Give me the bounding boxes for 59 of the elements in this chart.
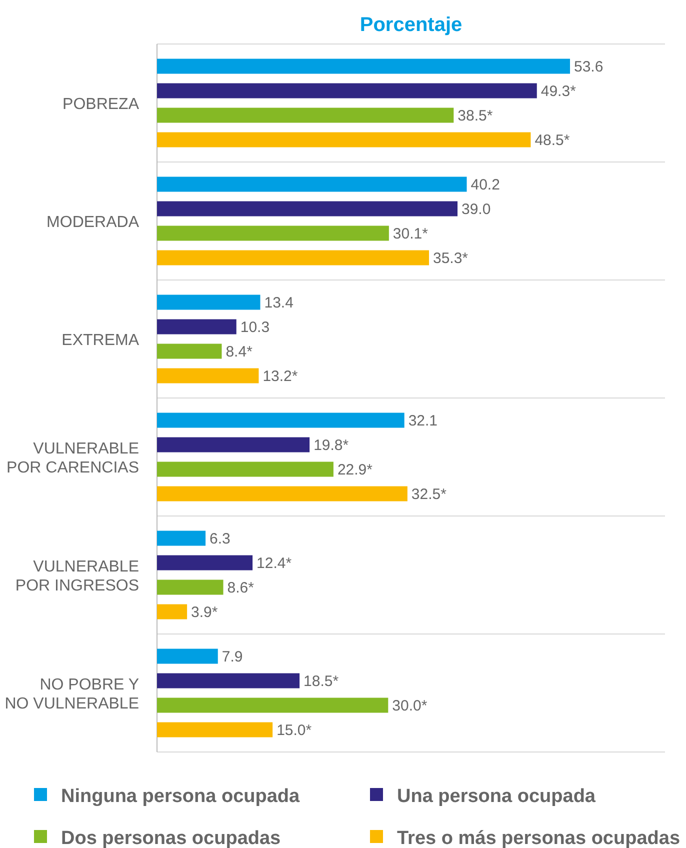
chart-title: Porcentaje — [360, 14, 462, 36]
bar — [157, 344, 222, 359]
legend-label: Una persona ocupada — [397, 786, 596, 807]
bar — [157, 132, 531, 148]
legend-label: Dos personas ocupadas — [61, 828, 281, 848]
data-label: 30.1* — [392, 226, 428, 243]
legend-label: Tres o más personas ocupadas — [397, 828, 680, 848]
bar — [157, 201, 458, 216]
bar — [157, 698, 388, 713]
bar — [157, 294, 260, 310]
bar — [157, 673, 300, 688]
y-tick-label: POBREZA — [62, 96, 140, 113]
data-label: 8.6* — [227, 580, 254, 597]
bar — [157, 412, 404, 428]
bar — [157, 319, 236, 334]
data-label: 49.3* — [540, 83, 576, 100]
bar — [157, 530, 206, 546]
data-label: 30.0* — [392, 698, 428, 715]
data-label: 13.4 — [264, 294, 294, 312]
data-label: 22.9* — [337, 462, 373, 479]
data-label: 15.0* — [276, 722, 312, 740]
y-tick-label: VULNERABLE POR CARENCIAS — [6, 440, 139, 476]
bar — [157, 176, 467, 192]
data-label: 10.3 — [240, 319, 270, 336]
data-label: 39.0 — [462, 201, 491, 218]
data-label: 48.5* — [534, 132, 570, 150]
bar — [157, 555, 253, 570]
data-label: 53.6 — [574, 58, 604, 76]
bar — [157, 437, 310, 452]
y-tick-label: NO POBRE Y NO VULNERABLE — [4, 676, 140, 712]
data-label: 6.3 — [210, 530, 230, 548]
bar — [157, 108, 454, 123]
bar — [157, 722, 273, 738]
bar — [157, 83, 537, 98]
data-label: 3.9* — [191, 604, 218, 622]
data-label: 8.4* — [226, 344, 253, 361]
data-label: 35.3* — [433, 250, 468, 268]
bar — [157, 462, 334, 477]
data-label: 18.5* — [304, 673, 339, 690]
data-label: 38.5* — [458, 108, 493, 125]
data-label: 12.4* — [256, 555, 292, 572]
bar — [157, 580, 224, 595]
bar — [157, 486, 408, 502]
bar — [157, 604, 188, 620]
data-label: 7.9 — [222, 648, 243, 666]
bar — [157, 648, 218, 664]
data-label: 13.2* — [262, 368, 298, 386]
bar — [157, 368, 259, 384]
legend-label: Ninguna persona ocupada — [61, 786, 300, 807]
bar — [157, 58, 570, 74]
y-tick-label: MODERADA — [46, 214, 140, 231]
bar — [157, 250, 429, 266]
data-label: 19.8* — [314, 437, 349, 454]
y-tick-label: VULNERABLE POR INGRESOS — [15, 558, 139, 594]
bar — [157, 226, 389, 241]
data-label: 40.2 — [470, 176, 500, 194]
data-label: 32.5* — [411, 486, 447, 504]
y-tick-label: EXTREMA — [62, 332, 140, 349]
data-label: 32.1 — [408, 412, 438, 430]
